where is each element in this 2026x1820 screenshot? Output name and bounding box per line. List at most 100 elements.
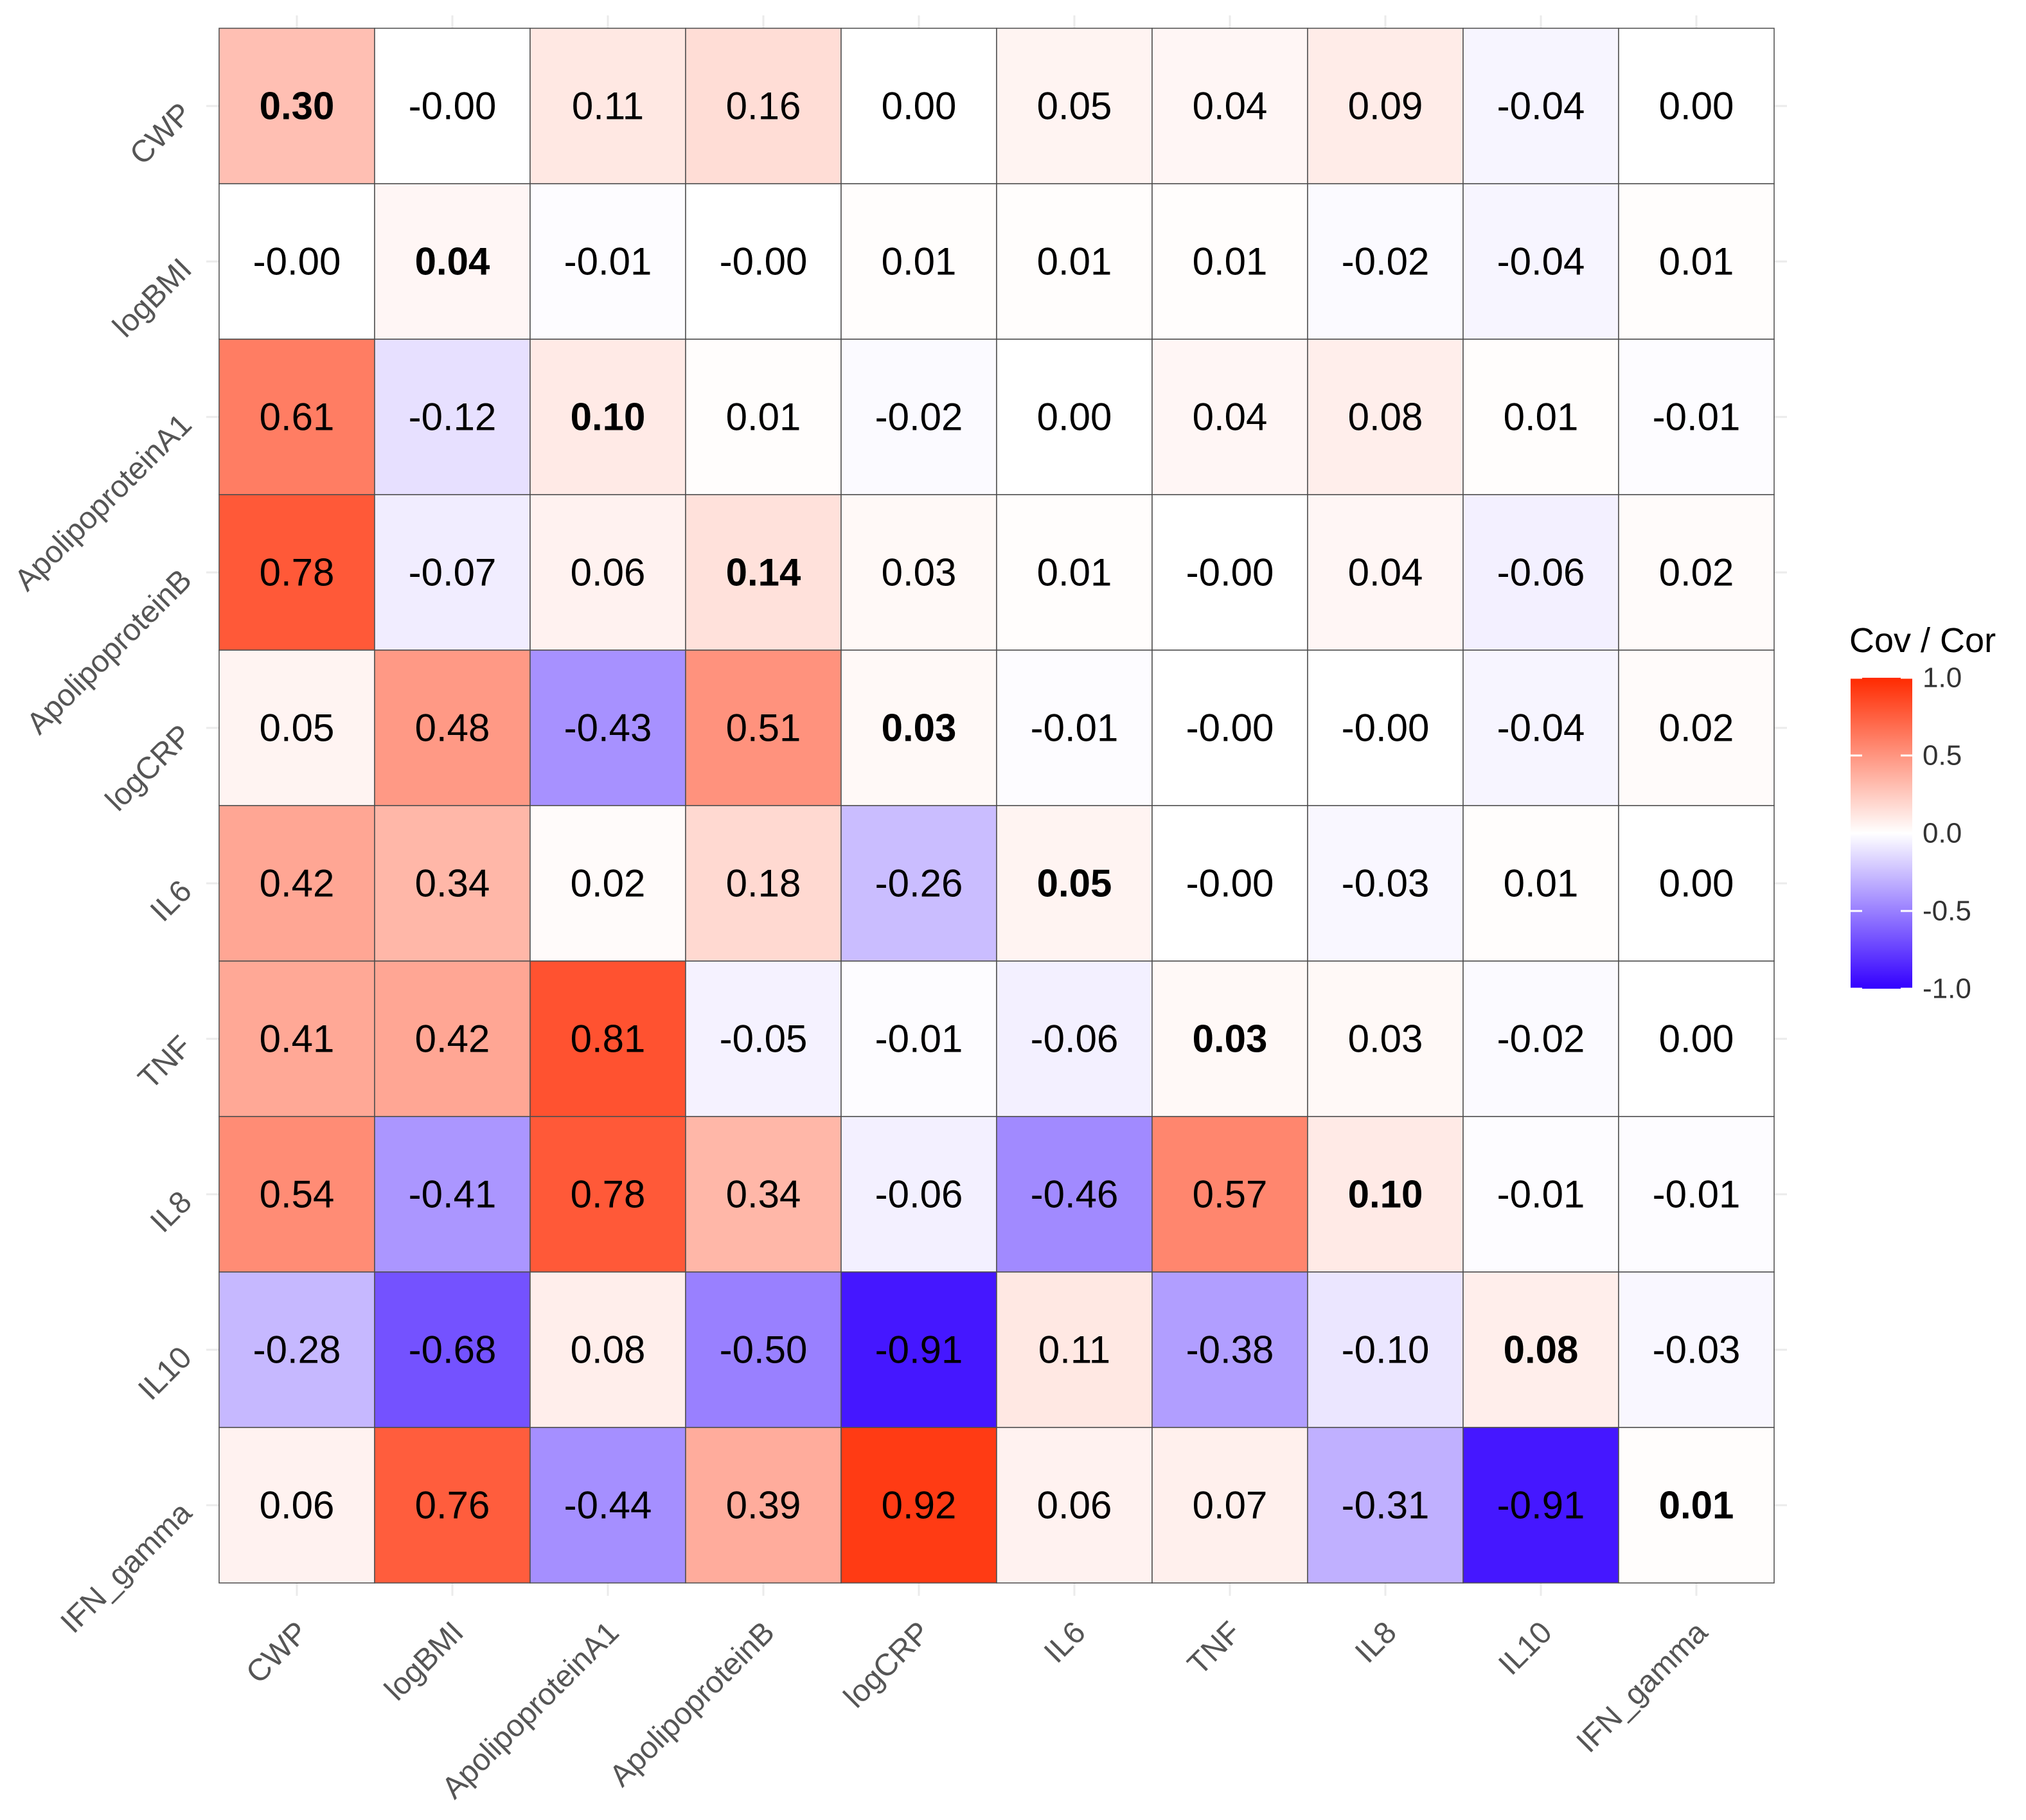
cell-labels: 0.30 -0.00 0.11 0.16 0.00 0.05 0.04 0.09 -0.04 0.… <box>253 85 1741 1527</box>
heatmap-cell-logBMI-ApolipoproteinB <box>685 183 842 340</box>
cell-label-IL8-IL6: -0.46 <box>1031 1173 1119 1216</box>
heatmap-cell-IL10-ApolipoproteinB <box>685 1271 842 1428</box>
cell-label-IL8-logBMI: -0.41 <box>409 1173 497 1216</box>
heatmap-cell-IL6-TNF <box>1151 805 1308 962</box>
heatmap-cell-CWP-CWP <box>218 28 375 184</box>
legend-ticks: 1.0 0.5 0.0 -0.5 -1.0 <box>1851 662 1971 1005</box>
heatmap-cell-IL10-CWP <box>218 1271 375 1428</box>
heatmap-cell-ApolipoproteinB-CWP <box>218 494 375 651</box>
cell-label-logCRP-logBMI: 0.48 <box>415 707 490 750</box>
heatmap-cell-logCRP-ApolipoproteinA1 <box>529 649 686 806</box>
cell-label-IL10-CWP: -0.28 <box>253 1329 341 1372</box>
cell-label-IL6-IL10: 0.01 <box>1504 862 1579 905</box>
cell-label-logCRP-logCRP: 0.03 <box>882 707 957 750</box>
cell-label-IL10-TNF: -0.38 <box>1186 1329 1274 1372</box>
cell-label-IL6-IL8: -0.03 <box>1342 862 1430 905</box>
cell-label-logCRP-ApolipoproteinB: 0.51 <box>726 707 801 750</box>
x-tick-label-ApolipoproteinB: ApolipoproteinB <box>603 1615 781 1793</box>
heatmap-cell-TNF-IL6 <box>996 960 1153 1117</box>
cell-label-TNF-logBMI: 0.42 <box>415 1018 490 1061</box>
heatmap-cell-logCRP-IFN_gamma <box>1618 649 1775 806</box>
heatmap-cell-IL6-IL10 <box>1462 805 1619 962</box>
cell-label-TNF-logCRP: -0.01 <box>875 1018 963 1061</box>
y-tick-label-IL6: IL6 <box>144 874 199 928</box>
heatmap-cell-CWP-IL8 <box>1307 28 1464 184</box>
cell-label-IFN_gamma-logBMI: 0.76 <box>415 1484 490 1527</box>
heatmap-cell-IL6-IL8 <box>1307 805 1464 962</box>
heatmap-cell-IL10-IL8 <box>1307 1271 1464 1428</box>
heatmap-cell-TNF-TNF <box>1151 960 1308 1117</box>
cell-label-IL10-IL10: 0.08 <box>1504 1329 1579 1372</box>
cell-label-ApolipoproteinB-ApolipoproteinA1: 0.06 <box>571 551 646 594</box>
cell-label-TNF-IL6: -0.06 <box>1031 1018 1119 1061</box>
cell-label-CWP-TNF: 0.04 <box>1193 85 1268 128</box>
heatmap-cell-logBMI-IFN_gamma <box>1618 183 1775 340</box>
heatmap-cell-IL6-IL6 <box>996 805 1153 962</box>
cell-label-IFN_gamma-IFN_gamma: 0.01 <box>1659 1484 1734 1527</box>
heatmap-cell-logBMI-logBMI <box>374 183 531 340</box>
heatmap-cell-CWP-IL10 <box>1462 28 1619 184</box>
cell-label-logBMI-IL10: -0.04 <box>1497 240 1585 283</box>
cell-label-ApolipoproteinA1-logCRP: -0.02 <box>875 396 963 439</box>
cell-label-IL8-ApolipoproteinB: 0.34 <box>726 1173 801 1216</box>
cell-label-IL10-logCRP: -0.91 <box>875 1329 963 1372</box>
cell-label-ApolipoproteinB-CWP: 0.78 <box>260 551 335 594</box>
cell-label-IFN_gamma-TNF: 0.07 <box>1193 1484 1268 1527</box>
heatmap-cell-logCRP-IL10 <box>1462 649 1619 806</box>
heatmap-cell-ApolipoproteinA1-IL8 <box>1307 339 1464 495</box>
heatmap-cell-IL6-CWP <box>218 805 375 962</box>
cell-label-logBMI-TNF: 0.01 <box>1193 240 1268 283</box>
x-tick-label-logBMI: logBMI <box>378 1615 470 1707</box>
cell-label-CWP-ApolipoproteinA1: 0.11 <box>572 85 644 128</box>
cell-label-IFN_gamma-ApolipoproteinB: 0.39 <box>726 1484 801 1527</box>
cell-label-IFN_gamma-IL6: 0.06 <box>1037 1484 1112 1527</box>
cell-label-ApolipoproteinB-TNF: -0.00 <box>1186 551 1274 594</box>
cell-label-IL10-logBMI: -0.68 <box>409 1329 497 1372</box>
cell-label-IL8-IL10: -0.01 <box>1497 1173 1585 1216</box>
heatmap-cell-IFN_gamma-IL10 <box>1462 1427 1619 1584</box>
legend-title: Cov / Cor <box>1849 621 1996 660</box>
y-tick-label-IL10: IL10 <box>132 1340 199 1407</box>
heatmap-cell-IL8-logBMI <box>374 1116 531 1273</box>
heatmap-cell-IL6-ApolipoproteinA1 <box>529 805 686 962</box>
heatmap-cell-CWP-IFN_gamma <box>1618 28 1775 184</box>
cell-label-CWP-IFN_gamma: 0.00 <box>1659 85 1734 128</box>
y-tick-label-logBMI: logBMI <box>107 252 199 344</box>
y-tick-label-IFN_gamma: IFN_gamma <box>55 1496 199 1639</box>
cell-label-logCRP-ApolipoproteinA1: -0.43 <box>564 707 652 750</box>
cell-label-IL8-IFN_gamma: -0.01 <box>1653 1173 1741 1216</box>
y-axis-tick-labels: CWPlogBMIApolipoproteinA1ApolipoproteinB… <box>8 96 199 1639</box>
heatmap-cell-IL6-logCRP <box>840 805 997 962</box>
cell-label-IL8-ApolipoproteinA1: 0.78 <box>571 1173 646 1216</box>
cell-label-IL6-IL6: 0.05 <box>1037 862 1112 905</box>
cell-label-IL6-CWP: 0.42 <box>260 862 335 905</box>
heatmap-cell-TNF-CWP <box>218 960 375 1117</box>
heatmap-cell-IL10-IFN_gamma <box>1618 1271 1775 1428</box>
heatmap-cell-ApolipoproteinB-IL8 <box>1307 494 1464 651</box>
heatmap-cell-ApolipoproteinB-ApolipoproteinA1 <box>529 494 686 651</box>
x-tick-label-IL8: IL8 <box>1349 1615 1403 1670</box>
cell-label-ApolipoproteinB-IL8: 0.04 <box>1348 551 1423 594</box>
heatmap-cell-logBMI-ApolipoproteinA1 <box>529 183 686 340</box>
cell-label-ApolipoproteinB-ApolipoproteinB: 0.14 <box>726 551 801 594</box>
heatmap-cell-logBMI-IL8 <box>1307 183 1464 340</box>
cell-label-logCRP-IFN_gamma: 0.02 <box>1659 707 1734 750</box>
heatmap-cell-IL6-logBMI <box>374 805 531 962</box>
cell-label-IFN_gamma-logCRP: 0.92 <box>882 1484 957 1527</box>
cell-label-ApolipoproteinA1-ApolipoproteinA1: 0.10 <box>571 396 646 439</box>
cell-label-IFN_gamma-IL8: -0.31 <box>1342 1484 1430 1527</box>
x-tick-label-IL6: IL6 <box>1038 1615 1092 1670</box>
cell-label-TNF-CWP: 0.41 <box>260 1018 335 1061</box>
heatmap-cell-IFN_gamma-ApolipoproteinB <box>685 1427 842 1584</box>
heatmap-cell-logBMI-IL6 <box>996 183 1153 340</box>
y-tick-label-ApolipoproteinB: ApolipoproteinB <box>21 563 199 741</box>
cell-label-ApolipoproteinB-logBMI: -0.07 <box>409 551 497 594</box>
heatmap-cells <box>218 28 1775 1584</box>
heatmap-cell-IFN_gamma-CWP <box>218 1427 375 1584</box>
cell-label-IFN_gamma-CWP: 0.06 <box>260 1484 335 1527</box>
x-tick-label-IL10: IL10 <box>1492 1615 1559 1682</box>
heatmap-cell-TNF-ApolipoproteinB <box>685 960 842 1117</box>
cell-label-IL10-ApolipoproteinB: -0.50 <box>720 1329 808 1372</box>
cell-label-TNF-ApolipoproteinA1: 0.81 <box>571 1018 646 1061</box>
